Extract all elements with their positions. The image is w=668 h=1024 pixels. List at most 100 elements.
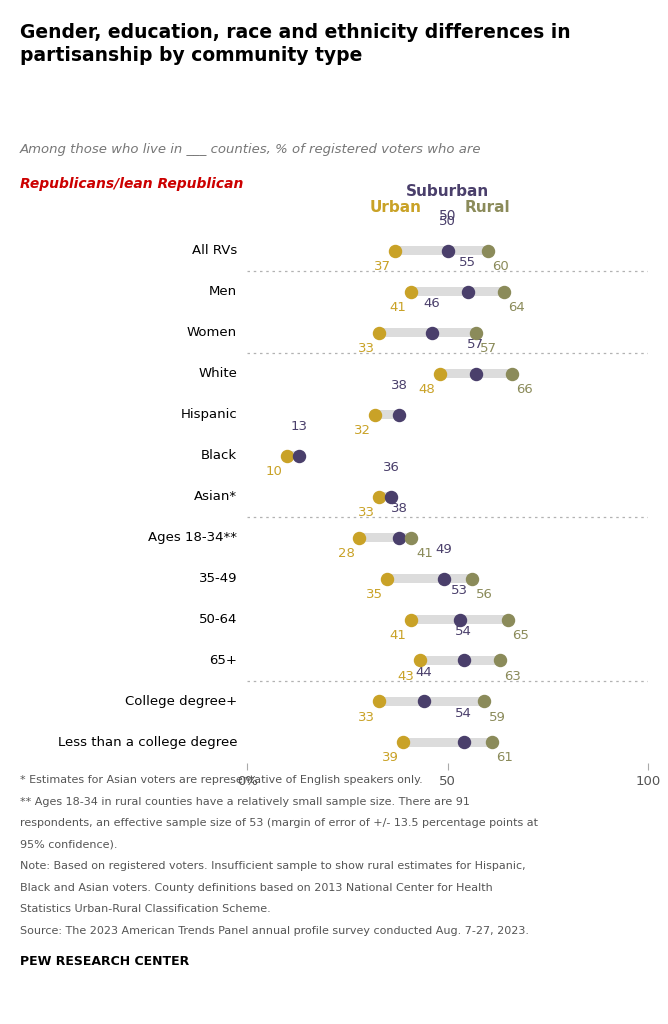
Text: 49: 49	[435, 543, 452, 556]
Text: 38: 38	[391, 502, 408, 515]
Point	[454, 611, 465, 628]
Text: Women: Women	[187, 327, 237, 339]
Text: 44: 44	[415, 666, 432, 679]
Text: 57: 57	[467, 338, 484, 351]
Text: 64: 64	[508, 301, 525, 314]
Bar	[375, 411, 399, 419]
Text: Ages 18-34**: Ages 18-34**	[148, 531, 237, 544]
Bar	[403, 738, 492, 746]
Bar	[395, 247, 488, 255]
Point	[370, 407, 381, 423]
Text: 10: 10	[266, 465, 283, 478]
Point	[486, 734, 497, 751]
Text: Republicans/lean Republican: Republicans/lean Republican	[20, 177, 243, 191]
Text: 35: 35	[365, 588, 383, 601]
Text: 35-49: 35-49	[198, 572, 237, 585]
Text: 53: 53	[451, 584, 468, 597]
Bar	[387, 574, 472, 583]
Text: 50: 50	[439, 209, 456, 223]
Point	[406, 529, 417, 546]
Point	[374, 488, 385, 505]
Text: 50: 50	[439, 215, 456, 228]
Text: Gender, education, race and ethnicity differences in
partisanship by community t: Gender, education, race and ethnicity di…	[20, 23, 570, 66]
Text: 59: 59	[488, 711, 505, 724]
Text: 63: 63	[504, 670, 521, 683]
Text: Source: The 2023 American Trends Panel annual profile survey conducted Aug. 7-27: Source: The 2023 American Trends Panel a…	[20, 926, 529, 936]
Text: 13: 13	[291, 420, 308, 433]
Text: Statistics Urban-Rural Classification Scheme.: Statistics Urban-Rural Classification Sc…	[20, 904, 271, 914]
Point	[374, 325, 385, 341]
Point	[418, 693, 429, 710]
Text: PEW RESEARCH CENTER: PEW RESEARCH CENTER	[20, 955, 189, 969]
Text: 41: 41	[390, 629, 407, 642]
Point	[466, 570, 477, 587]
Bar	[440, 370, 512, 378]
Point	[294, 447, 305, 464]
Text: Hispanic: Hispanic	[180, 409, 237, 421]
Point	[506, 366, 517, 382]
Point	[478, 693, 489, 710]
Point	[386, 488, 397, 505]
Point	[470, 366, 481, 382]
Text: ** Ages 18-34 in rural counties have a relatively small sample size. There are 9: ** Ages 18-34 in rural counties have a r…	[20, 797, 470, 807]
Point	[374, 693, 385, 710]
Bar	[287, 452, 299, 460]
Text: Men: Men	[209, 286, 237, 298]
Text: 41: 41	[390, 301, 407, 314]
Text: 28: 28	[338, 547, 355, 560]
Text: 55: 55	[459, 256, 476, 269]
Text: 39: 39	[382, 752, 399, 765]
Point	[282, 447, 293, 464]
Text: 46: 46	[423, 297, 440, 310]
Text: 60: 60	[492, 260, 509, 273]
Point	[470, 325, 481, 341]
Bar	[379, 493, 391, 501]
Text: 38: 38	[391, 379, 408, 392]
Point	[502, 611, 513, 628]
Text: 41: 41	[416, 547, 433, 560]
Bar	[411, 288, 504, 296]
Point	[462, 284, 473, 300]
Text: 33: 33	[357, 506, 375, 519]
Text: 61: 61	[496, 752, 513, 765]
Text: 65+: 65+	[209, 654, 237, 667]
Point	[426, 325, 437, 341]
Point	[382, 570, 393, 587]
Point	[398, 734, 409, 751]
Text: Asian*: Asian*	[194, 490, 237, 503]
Point	[434, 366, 445, 382]
Text: Less than a college degree: Less than a college degree	[57, 736, 237, 749]
Text: 54: 54	[455, 625, 472, 638]
Text: 65: 65	[512, 629, 529, 642]
Text: 57: 57	[480, 342, 498, 355]
Text: All RVs: All RVs	[192, 245, 237, 257]
Text: Rural: Rural	[465, 200, 510, 215]
Point	[458, 652, 469, 669]
Point	[390, 243, 401, 259]
Text: Urban: Urban	[369, 200, 422, 215]
Bar	[379, 329, 476, 337]
Point	[354, 529, 365, 546]
Text: 33: 33	[357, 711, 375, 724]
Point	[394, 407, 405, 423]
Text: College degree+: College degree+	[125, 695, 237, 708]
Point	[482, 243, 493, 259]
Text: 48: 48	[418, 383, 435, 396]
Text: 37: 37	[373, 260, 391, 273]
Text: respondents, an effective sample size of 53 (margin of error of +/- 13.5 percent: respondents, an effective sample size of…	[20, 818, 538, 828]
Text: 95% confidence).: 95% confidence).	[20, 840, 118, 850]
Point	[406, 284, 417, 300]
Text: 33: 33	[357, 342, 375, 355]
Text: Black and Asian voters. County definitions based on 2013 National Center for Hea: Black and Asian voters. County definitio…	[20, 883, 493, 893]
Point	[438, 570, 449, 587]
Text: * Estimates for Asian voters are representative of English speakers only.: * Estimates for Asian voters are represe…	[20, 775, 423, 785]
Text: Black: Black	[201, 450, 237, 462]
Bar	[420, 656, 500, 665]
Text: Among those who live in ___ counties, % of registered voters who are: Among those who live in ___ counties, % …	[20, 143, 482, 157]
Bar	[379, 697, 484, 706]
Text: Note: Based on registered voters. Insufficient sample to show rural estimates fo: Note: Based on registered voters. Insuff…	[20, 861, 526, 871]
Point	[498, 284, 509, 300]
Text: 36: 36	[383, 461, 400, 474]
Bar	[359, 534, 411, 542]
Text: White: White	[198, 368, 237, 380]
